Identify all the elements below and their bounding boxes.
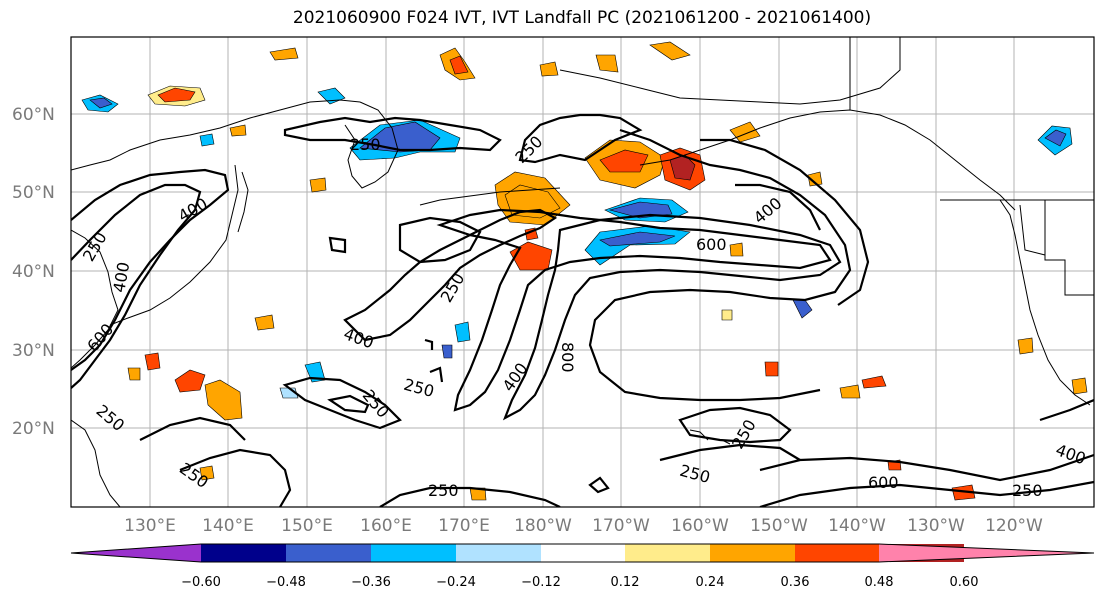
lon-label: 160°E (360, 516, 412, 536)
colorbar-tick: −0.24 (436, 575, 476, 590)
lon-label: 150°W (750, 516, 808, 536)
colorbar-tick: 0.24 (696, 575, 725, 590)
colorbar-swatch (371, 544, 456, 562)
ivt-contours (71, 113, 1094, 507)
colorbar: −0.60 −0.48 −0.36 −0.24 −0.12 0.12 0.24 … (70, 543, 1095, 590)
lon-label: 160°W (671, 516, 729, 536)
lon-label: 180°W (514, 516, 572, 536)
colorbar-swatches (70, 543, 1095, 563)
map-area (71, 37, 1094, 507)
colorbar-tick: −0.48 (266, 575, 306, 590)
colorbar-tick: −0.60 (181, 575, 221, 590)
colorbar-tick: −0.12 (521, 575, 561, 590)
lat-label: 50°N (12, 183, 55, 203)
lon-axis: 130°E 140°E 150°E 160°E 170°E 180°W 170°… (124, 516, 1043, 536)
lat-axis: 60°N 50°N 40°N 30°N 20°N (12, 105, 55, 439)
contour-label: 250 (428, 481, 459, 500)
colorbar-swatch (795, 544, 879, 562)
colorbar-tick: 0.12 (611, 575, 640, 590)
lon-label: 130°E (124, 516, 176, 536)
colorbar-swatch (625, 544, 710, 562)
colorbar-swatch (71, 544, 201, 562)
lat-label: 60°N (12, 105, 55, 125)
lon-label: 170°W (592, 516, 650, 536)
colorbar-tick: 0.60 (950, 575, 979, 590)
colorbar-outline (70, 543, 1095, 563)
lat-label: 20°N (12, 419, 55, 439)
colorbar-swatch (286, 544, 371, 562)
contour-label: 600 (868, 473, 899, 492)
lat-label: 30°N (12, 341, 55, 361)
contour-label: 250 (1012, 481, 1043, 500)
contour-label: 600 (696, 235, 727, 254)
colorbar-tick: 0.36 (781, 575, 810, 590)
contour-label: 800 (558, 342, 577, 373)
lon-label: 120°W (985, 516, 1043, 536)
colorbar-swatch (201, 544, 286, 562)
lat-label: 40°N (12, 262, 55, 282)
lon-label: 140°W (828, 516, 886, 536)
colorbar-tick: −0.36 (351, 575, 391, 590)
colorbar-swatch (456, 544, 541, 562)
lon-label: 150°E (281, 516, 333, 536)
lon-label: 140°E (202, 516, 254, 536)
colorbar-swatch (710, 544, 795, 562)
contour-label: 250 (350, 135, 381, 154)
colorbar-ticks: −0.60 −0.48 −0.36 −0.24 −0.12 0.12 0.24 … (181, 575, 978, 590)
colorbar-swatch (541, 544, 625, 562)
lon-label: 170°E (438, 516, 490, 536)
map-frame (70, 36, 1095, 508)
colorbar-tick: 0.48 (865, 575, 894, 590)
coastlines (71, 37, 1094, 507)
colorbar-swatch (879, 544, 1094, 562)
gridlines (71, 37, 1094, 507)
map-title: 2021060900 F024 IVT, IVT Landfall PC (20… (292, 8, 872, 28)
lon-label: 130°W (907, 516, 965, 536)
